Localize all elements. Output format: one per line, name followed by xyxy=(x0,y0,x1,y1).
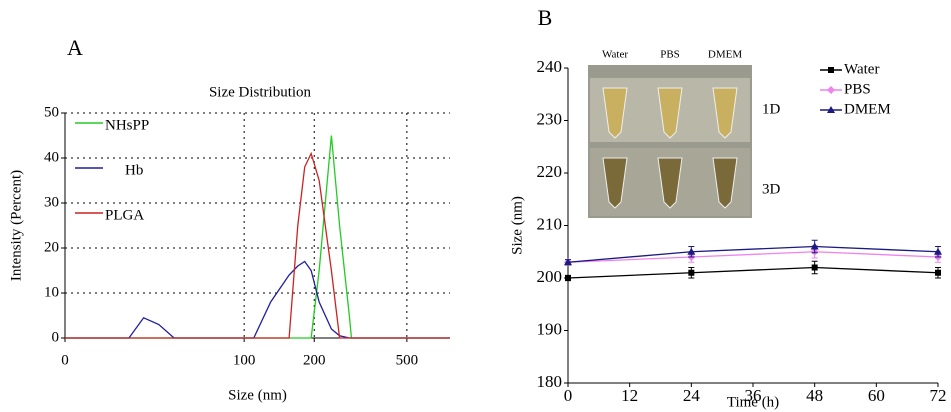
legend-label: PBS xyxy=(844,81,871,97)
x-tick-label: 12 xyxy=(621,386,638,405)
marker xyxy=(687,247,696,255)
marker xyxy=(565,275,571,281)
legend-label: Hb xyxy=(125,162,143,178)
panel-label: B xyxy=(538,5,553,30)
marker xyxy=(688,269,695,276)
y-tick-label: 200 xyxy=(537,267,563,286)
tube xyxy=(602,157,628,209)
x-tick-label: 100 xyxy=(233,352,256,368)
chart-title: Size Distribution xyxy=(209,84,312,100)
x-axis-label: Time (h) xyxy=(727,394,779,410)
x-tick-label: 24 xyxy=(683,386,701,405)
y-axis-label: Size (nm) xyxy=(509,196,525,255)
y-tick-label: 40 xyxy=(44,149,59,165)
tube xyxy=(712,157,738,209)
marker xyxy=(810,242,819,250)
tube xyxy=(657,87,683,139)
y-tick-label: 20 xyxy=(44,239,59,255)
inset-row-label: 3D xyxy=(762,181,781,197)
marker xyxy=(811,264,818,271)
y-tick-label: 0 xyxy=(52,329,60,345)
x-axis-label: Size (nm) xyxy=(228,387,287,403)
series-line xyxy=(567,266,939,279)
series-line xyxy=(65,260,450,339)
legend-label: Water xyxy=(844,61,879,77)
legend-marker xyxy=(827,86,835,94)
inset-column-label: PBS xyxy=(660,49,680,61)
y-tick-label: 10 xyxy=(44,284,59,300)
marker xyxy=(934,247,942,255)
panel-label: A xyxy=(67,35,83,60)
series-line xyxy=(65,135,450,339)
x-tick-label: 48 xyxy=(806,386,823,405)
x-tick-label: 36 xyxy=(745,386,762,405)
y-tick-label: 230 xyxy=(537,109,563,128)
tube xyxy=(712,87,738,139)
inset-column-label: DMEM xyxy=(708,49,742,61)
series-line xyxy=(567,245,939,263)
series-line xyxy=(65,151,450,339)
x-tick-label: 0 xyxy=(61,352,69,368)
y-tick-label: 180 xyxy=(537,372,563,391)
legend-marker xyxy=(827,106,835,113)
x-tick-label: 0 xyxy=(564,386,573,405)
legend-label: PLGA xyxy=(105,207,144,223)
marker xyxy=(935,269,941,276)
x-tick-label: 200 xyxy=(303,352,326,368)
y-tick-label: 220 xyxy=(537,162,563,181)
tube xyxy=(657,157,683,209)
tube xyxy=(602,87,628,139)
y-tick-label: 30 xyxy=(44,194,59,210)
x-tick-label: 72 xyxy=(930,386,947,405)
x-tick-label: 500 xyxy=(396,352,419,368)
y-tick-label: 190 xyxy=(537,319,563,338)
inset-row-label: 1D xyxy=(762,101,781,117)
x-tick-label: 60 xyxy=(868,386,885,405)
y-tick-label: 50 xyxy=(44,104,59,120)
y-tick-label: 240 xyxy=(537,57,563,76)
y-tick-label: 210 xyxy=(537,214,563,233)
series-line xyxy=(567,251,939,263)
legend-label: DMEM xyxy=(844,101,891,117)
legend-label: NHsPP xyxy=(105,117,149,133)
marker xyxy=(564,258,572,266)
inset-column-label: Water xyxy=(602,49,628,61)
legend-marker xyxy=(828,67,834,73)
y-axis-label: Intensity (Percent) xyxy=(8,170,24,281)
